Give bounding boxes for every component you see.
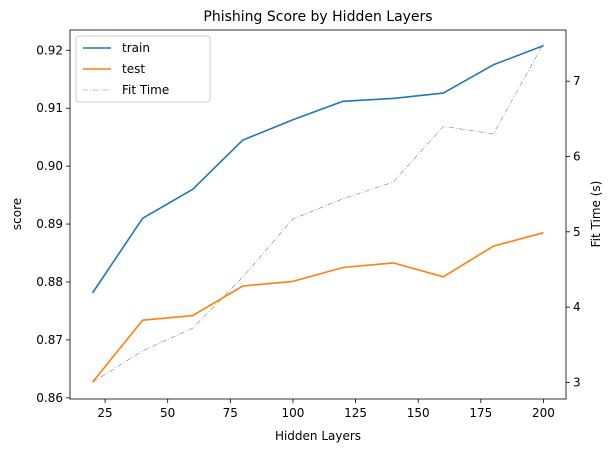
x-tick-label: 150	[407, 406, 430, 420]
y-tick-label: 0.86	[36, 391, 63, 405]
y-tick-label: 0.90	[36, 159, 63, 173]
chart-title: Phishing Score by Hidden Layers	[203, 9, 432, 25]
y2-tick-label: 3	[573, 375, 581, 389]
y-axis-right: 3 4 5 6 7	[566, 74, 581, 389]
legend-label: test	[122, 62, 145, 76]
y2-tick-label: 4	[573, 300, 581, 314]
x-axis: 25 50 75 100 125 150 175 200	[97, 399, 555, 420]
y2-tick-label: 7	[573, 74, 581, 88]
x-tick-label: 75	[223, 406, 238, 420]
y-tick-label: 0.87	[36, 333, 63, 347]
plot-area	[91, 43, 544, 383]
legend-label: Fit Time	[122, 83, 169, 97]
y2-tick-label: 5	[573, 225, 581, 239]
y-tick-label: 0.89	[36, 217, 63, 231]
x-tick-label: 100	[281, 406, 304, 420]
y-axis-left: 0.86 0.87 0.88 0.89 0.90 0.91 0.92	[36, 43, 70, 405]
y2-tick-label: 6	[573, 150, 581, 164]
x-tick-label: 25	[97, 406, 112, 420]
x-tick-label: 125	[344, 406, 367, 420]
y-tick-label: 0.92	[36, 43, 63, 57]
legend-box	[75, 35, 211, 103]
legend-label: train	[122, 41, 150, 55]
y-axis-label: score	[10, 198, 24, 230]
x-tick-label: 175	[469, 406, 492, 420]
x-tick-label: 50	[160, 406, 175, 420]
legend: train test Fit Time	[75, 35, 211, 103]
y-tick-label: 0.88	[36, 275, 63, 289]
x-tick-label: 200	[532, 406, 555, 420]
x-axis-label: Hidden Layers	[275, 429, 361, 443]
y-tick-label: 0.91	[36, 101, 63, 115]
series-line-train	[91, 44, 544, 294]
y2-axis-label: Fit Time (s)	[589, 181, 603, 248]
series-line-test	[91, 231, 544, 383]
plot-frame	[69, 29, 567, 400]
